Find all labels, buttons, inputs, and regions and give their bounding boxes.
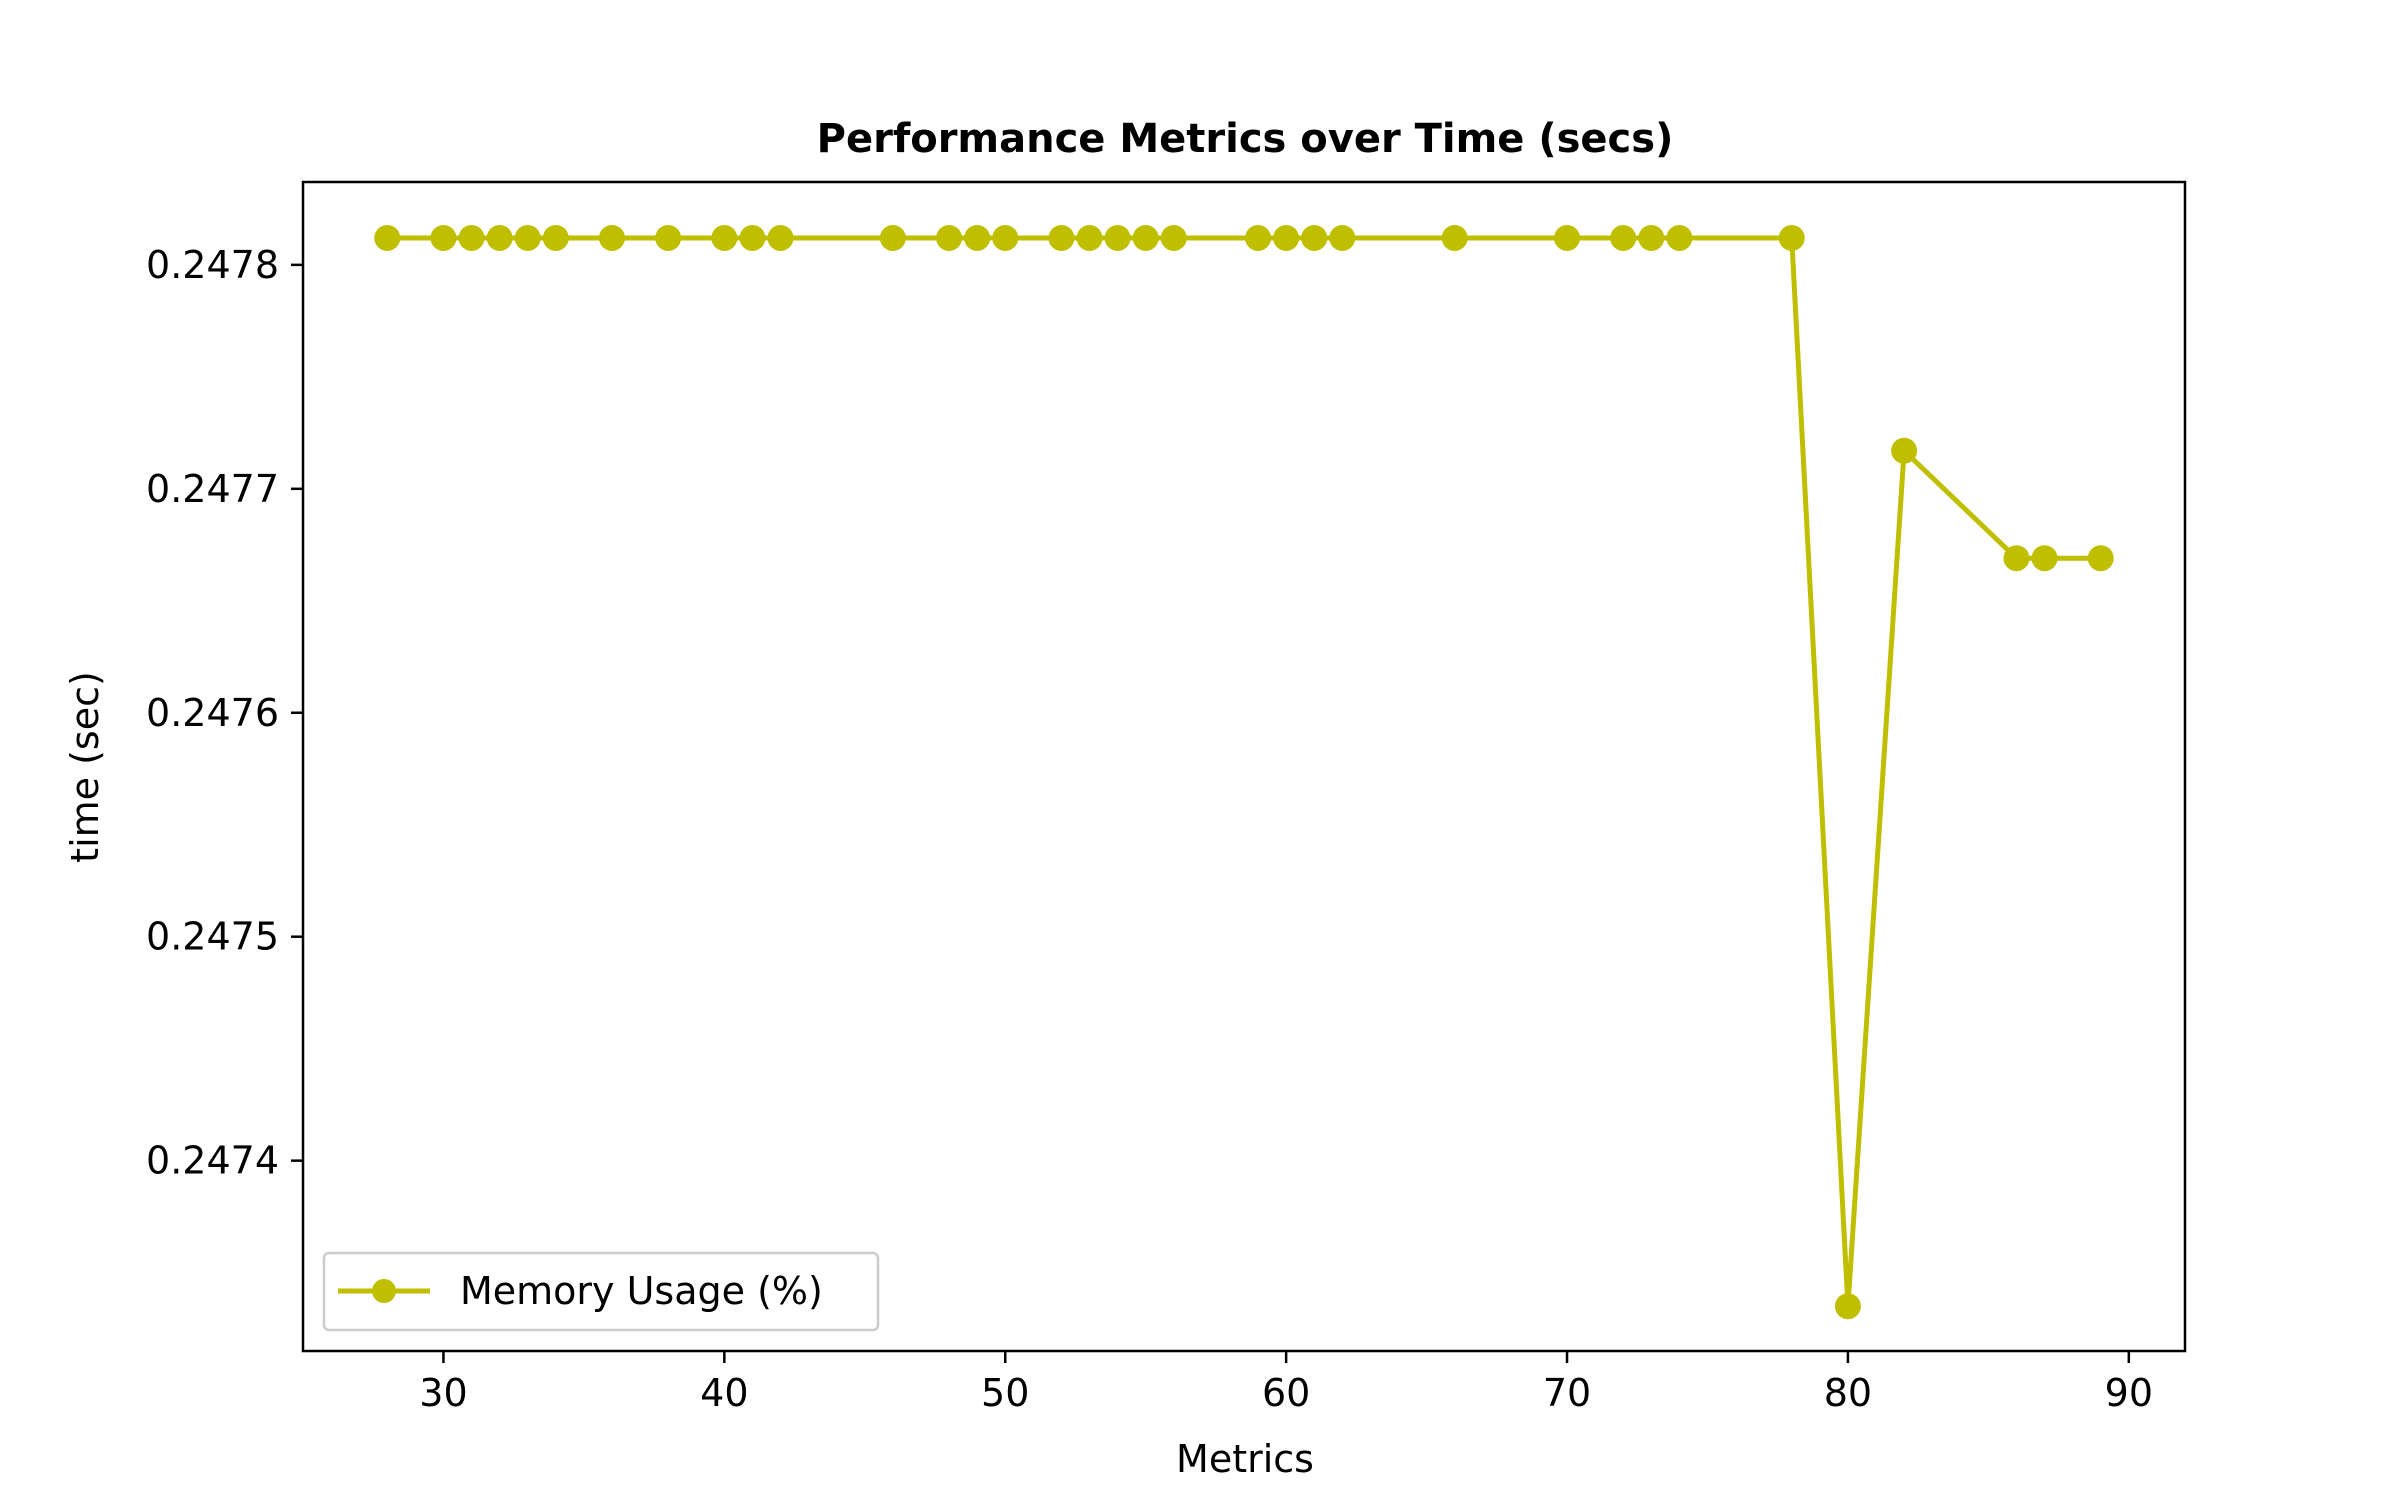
y-tick-label: 0.2474 xyxy=(146,1139,279,1183)
y-axis-ticks: 0.2474 0.2475 0.2476 0.2477 0.2478 xyxy=(146,243,303,1183)
y-tick-label: 0.2477 xyxy=(146,467,279,511)
x-axis-ticks: 30 40 50 60 70 80 90 xyxy=(419,1351,2153,1415)
x-tick-label: 40 xyxy=(700,1371,748,1415)
data-point xyxy=(458,224,485,251)
y-tick-label: 0.2475 xyxy=(146,915,279,959)
data-point xyxy=(655,224,682,251)
data-point xyxy=(1301,224,1328,251)
series-line xyxy=(387,235,2101,1309)
data-point xyxy=(1245,224,1272,251)
data-point xyxy=(1160,224,1187,251)
chart-title: Performance Metrics over Time (secs) xyxy=(817,116,1674,162)
legend-box xyxy=(322,1251,880,1332)
series-layer xyxy=(374,224,2114,1320)
x-tick-label: 90 xyxy=(2105,1371,2153,1415)
x-tick-label: 70 xyxy=(1543,1371,1591,1415)
data-point xyxy=(1834,1293,1861,1320)
x-axis-label: Metrics xyxy=(1176,1437,1314,1481)
data-point xyxy=(374,224,401,251)
y-tick-label: 0.2476 xyxy=(146,691,279,735)
data-point xyxy=(2031,545,2058,572)
data-point xyxy=(936,224,963,251)
y-axis-label: time (sec) xyxy=(63,671,107,863)
data-point xyxy=(1076,224,1103,251)
data-point xyxy=(1048,224,1075,251)
x-tick-label: 50 xyxy=(981,1371,1029,1415)
x-tick-label: 60 xyxy=(1262,1371,1310,1415)
data-point xyxy=(2003,545,2030,572)
data-point xyxy=(542,224,569,251)
data-point xyxy=(879,224,906,251)
data-point xyxy=(711,224,738,251)
data-point xyxy=(1273,224,1300,251)
data-point xyxy=(1329,224,1356,251)
data-point xyxy=(1554,224,1581,251)
data-point xyxy=(486,224,513,251)
data-point xyxy=(1610,224,1637,251)
data-point xyxy=(1778,224,1805,251)
data-point xyxy=(1104,224,1131,251)
data-point xyxy=(598,224,625,251)
data-point xyxy=(430,224,457,251)
data-point xyxy=(1441,224,1468,251)
data-point xyxy=(1891,437,1918,464)
legend: Memory Usage (%) xyxy=(322,1251,880,1332)
data-point xyxy=(1666,224,1693,251)
y-tick-label: 0.2478 xyxy=(146,243,279,287)
plot-area-frame xyxy=(301,180,2187,1353)
x-tick-label: 80 xyxy=(1824,1371,1872,1415)
legend-label: Memory Usage (%) xyxy=(460,1269,823,1313)
data-point xyxy=(2087,545,2114,572)
data-point xyxy=(514,224,541,251)
data-point xyxy=(992,224,1019,251)
legend-marker-swatch xyxy=(372,1279,396,1303)
data-point xyxy=(964,224,991,251)
data-point xyxy=(1638,224,1665,251)
data-point xyxy=(1132,224,1159,251)
data-point xyxy=(767,224,794,251)
x-tick-label: 30 xyxy=(419,1371,467,1415)
data-point xyxy=(739,224,766,251)
